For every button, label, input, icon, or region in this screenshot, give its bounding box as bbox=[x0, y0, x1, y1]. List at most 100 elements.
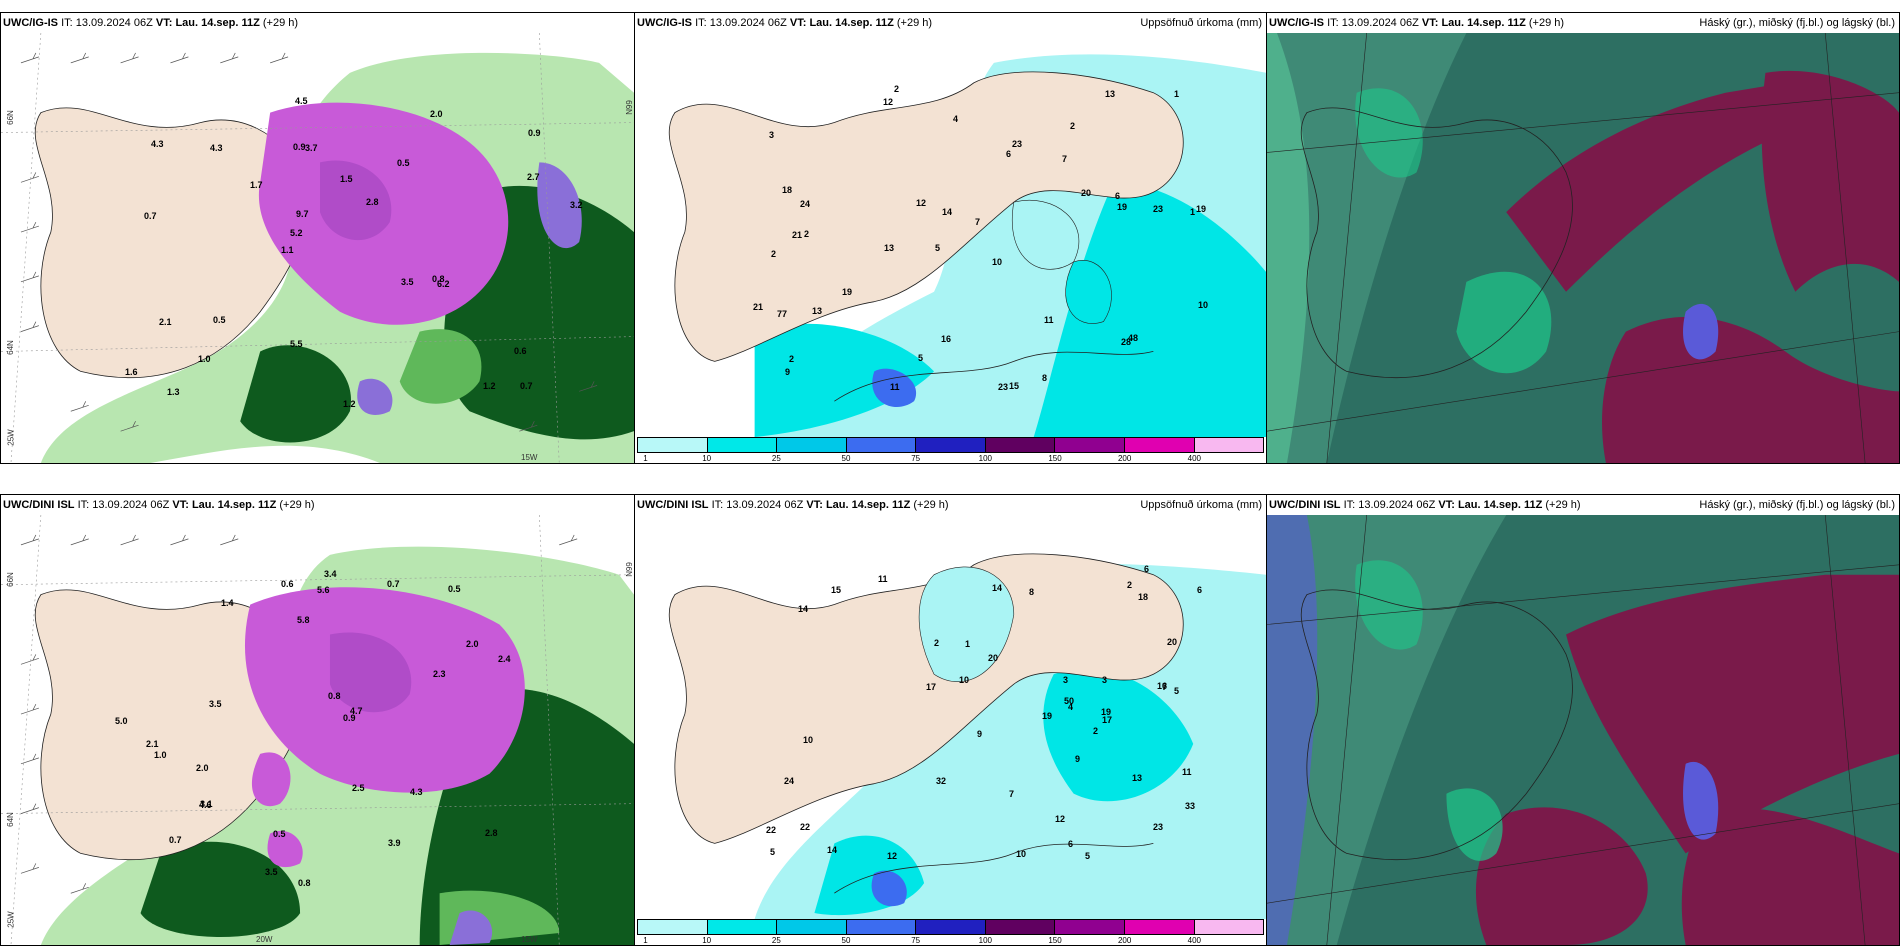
wind-map: 0.7 0.5 1.4 2.0 2.5 3.5 2.0 3.1 2.4 2.3 2.1 3.4 4.3 0… bbox=[1, 515, 634, 945]
it-value: 13.09.2024 06Z bbox=[1341, 17, 1419, 29]
precip-panel-bottom: UWC/DINI ISL IT: 13.09.2024 06Z VT: Lau.… bbox=[634, 494, 1267, 946]
colorbar-swatch bbox=[707, 438, 778, 452]
precip-colorbar: 1 10 25 50 75 100 150 200 400 bbox=[635, 437, 1266, 463]
colorbar-tick-label: 150 bbox=[1048, 936, 1062, 945]
panel-title: Uppsöfnuð úrkoma (mm) bbox=[1140, 499, 1262, 511]
colorbar-swatch bbox=[638, 920, 708, 934]
colorbar-tick-label: 100 bbox=[978, 454, 993, 463]
it-value: 13.09.2024 06Z bbox=[709, 17, 787, 29]
model-name: UWC/DINI ISL bbox=[1269, 499, 1341, 511]
it-label: IT: bbox=[711, 499, 724, 511]
colorbar-swatch bbox=[1194, 920, 1264, 934]
colorbar-swatch bbox=[846, 438, 917, 452]
colorbar-swatch bbox=[777, 920, 847, 934]
colorbar-tick-label: 1 bbox=[643, 936, 648, 945]
lead-time: (+29 h) bbox=[262, 17, 299, 29]
it-label: IT: bbox=[61, 17, 73, 29]
colorbar-tick-label: 1 bbox=[643, 454, 648, 463]
lead-time: (+29 h) bbox=[1545, 499, 1581, 511]
colorbar-swatch bbox=[985, 920, 1056, 934]
colorbar-tick-label: 25 bbox=[771, 454, 781, 463]
vt-value: Lau. 14.sep. 11Z bbox=[175, 17, 260, 29]
colorbar-ticks: 1 10 25 50 75 100 150 200 400 bbox=[637, 936, 1264, 945]
colorbar-tick-label: 25 bbox=[771, 936, 781, 945]
cloud-map bbox=[1267, 515, 1899, 945]
colorbar-tick-label: 150 bbox=[1048, 454, 1062, 463]
colorbar-swatch bbox=[1124, 438, 1195, 452]
colorbar-tick-label: 50 bbox=[841, 936, 851, 945]
precip-colorbar: 1 10 25 50 75 100 150 200 400 bbox=[635, 919, 1266, 945]
lon-label: 15W bbox=[521, 453, 538, 462]
vt-label: VT: bbox=[1438, 499, 1455, 511]
vt-label: VT: bbox=[789, 17, 807, 29]
lat-label: 64N bbox=[5, 340, 15, 355]
colorbar-tick-label: 75 bbox=[911, 454, 921, 463]
model-name: UWC/IG-IS bbox=[637, 17, 692, 29]
colorbar-tick-label: 75 bbox=[911, 936, 921, 945]
vt-value: Lau. 14.sep. 11Z bbox=[825, 499, 911, 511]
vt-label: VT: bbox=[172, 499, 189, 511]
lat-label: 66N bbox=[5, 110, 15, 125]
wind-panel-bottom: UWC/DINI ISL IT: 13.09.2024 06Z VT: Lau.… bbox=[0, 494, 635, 946]
cloud-map bbox=[1267, 33, 1899, 463]
colorbar-tick-label: 400 bbox=[1187, 454, 1202, 463]
colorbar-swatch bbox=[985, 438, 1056, 452]
vt-value: Lau. 14.sep. 11Z bbox=[1457, 499, 1543, 511]
panel-title: Háský (gr.), miðský (fj.bl.) og lágský (… bbox=[1699, 17, 1895, 29]
panel-header: UWC/DINI ISL IT: 13.09.2024 06Z VT: Lau.… bbox=[3, 497, 630, 513]
lon-label: 15W bbox=[521, 935, 538, 944]
panel-title: Háský (gr.), miðský (fj.bl.) og lágský (… bbox=[1699, 499, 1895, 511]
vt-value: Lau. 14.sep. 11Z bbox=[1441, 17, 1526, 29]
lat-label: 66N bbox=[623, 100, 633, 115]
vt-label: VT: bbox=[1421, 17, 1439, 29]
lat-label: 66N bbox=[623, 562, 633, 577]
panel-header: UWC/IG-IS IT: 13.09.2024 06Z VT: Lau. 14… bbox=[3, 15, 630, 31]
colorbar-tick-label: 400 bbox=[1187, 936, 1202, 945]
it-value: 13.09.2024 06Z bbox=[726, 499, 804, 511]
colorbar-tick-label: 200 bbox=[1117, 936, 1132, 945]
model-name: UWC/IG-IS bbox=[1269, 17, 1324, 29]
colorbar-tick-label: 100 bbox=[978, 936, 993, 945]
lat-label: 64N bbox=[5, 812, 15, 827]
cloud-panel-bottom: UWC/DINI ISL IT: 13.09.2024 06Z VT: Lau.… bbox=[1266, 494, 1900, 946]
lon-label: 25W bbox=[6, 911, 16, 928]
it-label: IT: bbox=[1343, 499, 1356, 511]
colorbar-swatch bbox=[638, 438, 708, 452]
colorbar-swatch bbox=[707, 920, 778, 934]
vt-value: Lau. 14.sep. 11Z bbox=[191, 499, 277, 511]
colorbar-tick-label: 50 bbox=[841, 454, 851, 463]
panel-header: UWC/DINI ISL IT: 13.09.2024 06Z VT: Lau.… bbox=[637, 497, 1262, 513]
colorbar-tick-label: 10 bbox=[702, 454, 712, 463]
lat-label: 66N bbox=[5, 572, 15, 587]
colorbar-tick-label: 10 bbox=[702, 936, 712, 945]
panel-header: UWC/IG-IS IT: 13.09.2024 06Z VT: Lau. 14… bbox=[1269, 15, 1895, 31]
colorbar-swatch bbox=[1055, 920, 1125, 934]
colorbar-tick-label: 200 bbox=[1117, 454, 1132, 463]
colorbar-swatches bbox=[637, 919, 1264, 935]
it-value: 13.09.2024 06Z bbox=[1358, 499, 1436, 511]
precip-map: 2 2 1 5 10 2 3 7 2 6 7 9 12 13 23 15 16 13 20 19 24 21 19 23 21 1… bbox=[635, 33, 1266, 437]
colorbar-swatch bbox=[777, 438, 847, 452]
it-label: IT: bbox=[1327, 17, 1339, 29]
colorbar-swatch bbox=[1194, 438, 1264, 452]
precip-map: 1 3 2 2 2 5 3 6 7 8 7 12 6 5 10 19 17 24 12 11 10 16 11 22 17 9 14… bbox=[635, 515, 1266, 919]
panel-header: UWC/DINI ISL IT: 13.09.2024 06Z VT: Lau.… bbox=[1269, 497, 1895, 513]
it-value: 13.09.2024 06Z bbox=[75, 17, 153, 29]
colorbar-swatch bbox=[1055, 438, 1125, 452]
vt-label: VT: bbox=[806, 499, 823, 511]
colorbar-swatch bbox=[1124, 920, 1195, 934]
colorbar-swatches bbox=[637, 437, 1264, 453]
it-label: IT: bbox=[695, 17, 707, 29]
precip-panel-top: UWC/IG-IS IT: 13.09.2024 06Z VT: Lau. 14… bbox=[634, 12, 1267, 464]
lead-time: (+29 h) bbox=[279, 499, 315, 511]
lead-time: (+29 h) bbox=[913, 499, 949, 511]
model-name: UWC/DINI ISL bbox=[637, 499, 709, 511]
model-name: UWC/DINI ISL bbox=[3, 499, 75, 511]
lead-time: (+29 h) bbox=[896, 17, 933, 29]
colorbar-ticks: 1 10 25 50 75 100 150 200 400 bbox=[637, 454, 1264, 463]
lead-time: (+29 h) bbox=[1528, 17, 1565, 29]
model-name: UWC/IG-IS bbox=[3, 17, 58, 29]
wind-panel-top: UWC/IG-IS IT: 13.09.2024 06Z VT: Lau. 14… bbox=[0, 12, 635, 464]
wind-map: 0.7 0.7 0.9 1.1 0.5 1.3 0.9 1.5 2.1 1.7 1.6 1.0 3.7 2… bbox=[1, 33, 634, 463]
vt-label: VT: bbox=[155, 17, 173, 29]
